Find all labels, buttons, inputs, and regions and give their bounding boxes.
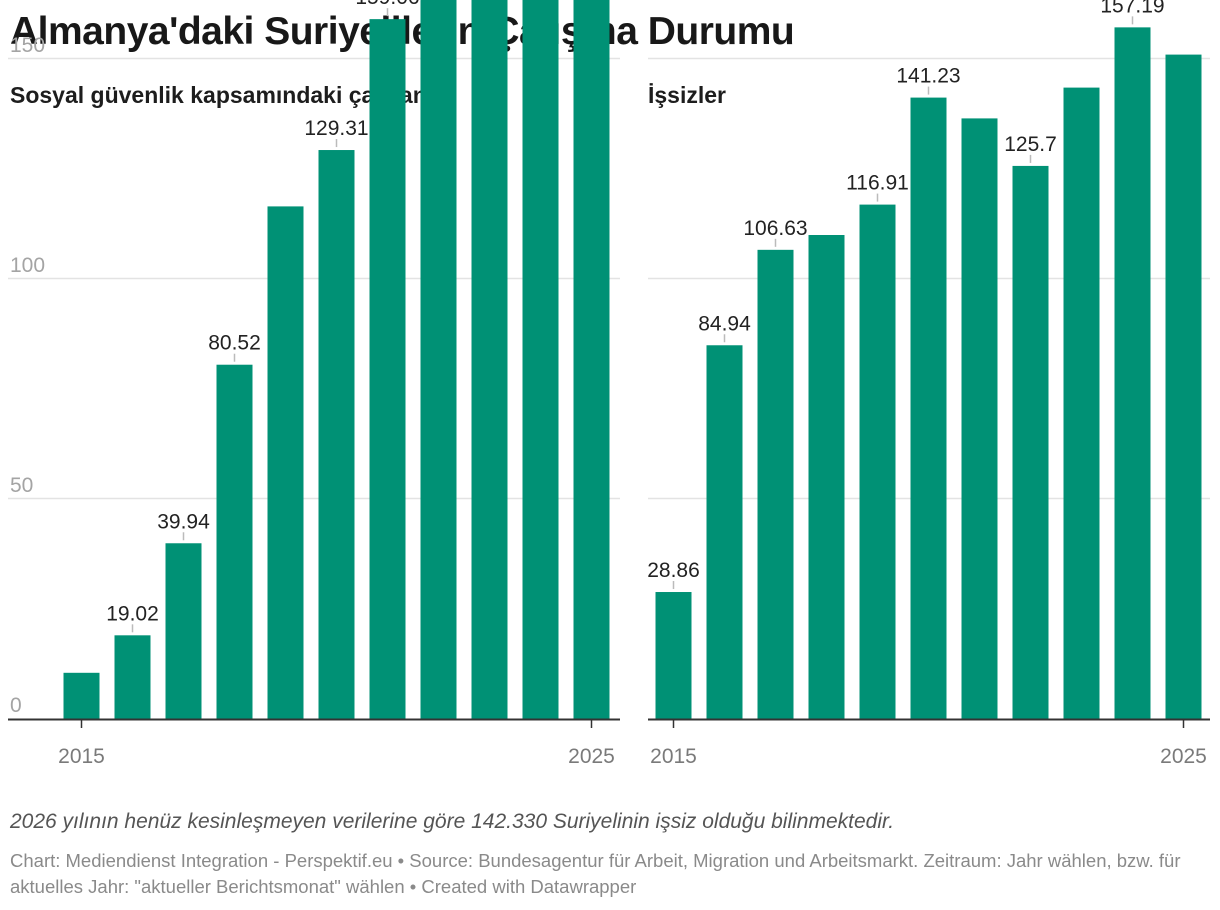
- charts-area: 0501001502002502015202519.0239.9480.5212…: [8, 0, 1210, 768]
- bar-unemployed-2017: [757, 249, 794, 719]
- bar-employees-2022: [420, 0, 457, 719]
- chart-footer: Chart: Mediendienst Integration - Perspe…: [10, 850, 1181, 897]
- y-tick-label-0: 0: [10, 694, 22, 717]
- value-label-unemployed-2017: 106.63: [743, 217, 807, 240]
- value-label-unemployed-2016: 84.94: [698, 312, 751, 335]
- bar-employees-2023: [471, 0, 508, 719]
- y-tick-label-50: 50: [10, 474, 33, 497]
- bar-unemployed-2020: [910, 97, 947, 719]
- x-tick-label-unemployed-2025: 2025: [1160, 745, 1207, 768]
- value-label-unemployed-2019: 116.91: [846, 172, 909, 195]
- bar-unemployed-2021: [961, 118, 998, 719]
- value-label-employees-2021: 159.06: [355, 0, 419, 9]
- bar-employees-2016: [114, 635, 151, 719]
- x-tick-label-employees-2015: 2015: [58, 745, 105, 768]
- value-label-employees-2017: 39.94: [157, 510, 210, 533]
- bar-unemployed-2018: [808, 235, 845, 719]
- bar-employees-2021: [369, 19, 406, 720]
- bar-employees-2020: [318, 150, 355, 719]
- bar-unemployed-2024: [1114, 27, 1151, 719]
- bar-employees-2019: [267, 206, 304, 719]
- bar-employees-2024: [522, 0, 559, 719]
- value-label-employees-2018: 80.52: [208, 332, 261, 355]
- bar-unemployed-2019: [859, 204, 896, 719]
- bar-unemployed-2015: [655, 592, 692, 719]
- y-tick-label-100: 100: [10, 254, 45, 277]
- bar-unemployed-2022: [1012, 165, 1049, 720]
- x-tick-label-employees-2025: 2025: [568, 745, 615, 768]
- value-label-unemployed-2022: 125.7: [1004, 133, 1057, 156]
- chart-note: 2026 yılının henüz kesinleşmeyen veriler…: [10, 810, 895, 833]
- bar-unemployed-2025: [1165, 54, 1202, 720]
- bar-employees-2017: [165, 543, 202, 719]
- y-tick-label-150: 150: [10, 34, 45, 57]
- value-label-employees-2020: 129.31: [304, 117, 368, 140]
- bar-unemployed-2023: [1063, 87, 1100, 720]
- x-tick-label-unemployed-2015: 2015: [650, 745, 697, 768]
- bar-unemployed-2016: [706, 345, 743, 719]
- bar-employees-2015: [63, 672, 100, 719]
- value-label-unemployed-2024: 157.19: [1100, 0, 1164, 17]
- bar-employees-2018: [216, 364, 253, 719]
- value-label-unemployed-2015: 28.86: [647, 559, 700, 582]
- bar-employees-2025: [573, 0, 610, 720]
- panel-title-unemployed: İşsizler: [648, 82, 726, 108]
- value-label-unemployed-2020: 141.23: [896, 65, 960, 88]
- value-label-employees-2016: 19.02: [106, 602, 159, 625]
